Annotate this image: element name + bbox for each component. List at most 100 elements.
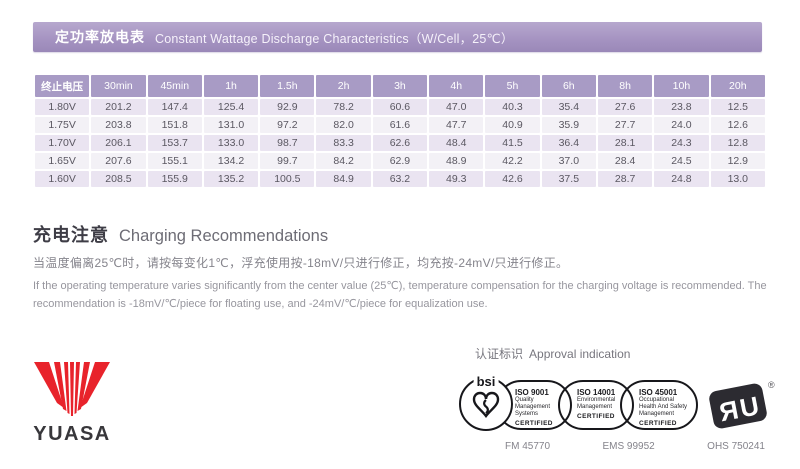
table-column-header: 3h — [372, 75, 428, 97]
table-column-header: 1h — [203, 75, 259, 97]
banner-title-cn: 定功率放电表 — [55, 29, 145, 45]
cert-title: ISO 45001 — [639, 388, 678, 397]
table-column-header: 20h — [710, 75, 765, 97]
table-cell-value: 63.2 — [372, 171, 428, 187]
table-cell-value: 60.6 — [372, 99, 428, 115]
table-cell-value: 92.9 — [260, 99, 315, 115]
table-cell-value: 62.6 — [372, 135, 428, 151]
table-cell-value: 125.4 — [203, 99, 259, 115]
approval-heading: 认证标识 Approval indication — [475, 345, 630, 362]
table-cell-value: 28.4 — [597, 153, 653, 169]
yuasa-fan-icon — [34, 362, 110, 416]
table-column-header: 1.5h — [260, 75, 315, 97]
table-row: 1.60V 208.5 155.9 135.2 100.5 84.9 63.2 49.3 42.… — [35, 171, 765, 187]
table-cell-value: 12.8 — [710, 135, 765, 151]
table-cell-value: 78.2 — [316, 99, 371, 115]
cert-number: FM 45770 — [505, 441, 551, 452]
cert-title: ISO 14001 — [577, 388, 616, 397]
table-cell-value: 24.3 — [654, 135, 709, 151]
table-cell-value: 203.8 — [91, 117, 146, 133]
table-cell-value: 35.9 — [541, 117, 596, 133]
table-cell-value: 42.6 — [485, 171, 540, 187]
table-cell-value: 134.2 — [203, 153, 259, 169]
table-cell-value: 27.6 — [597, 99, 653, 115]
section-banner-discharge: 定功率放电表 Constant Wattage Discharge Charac… — [33, 22, 762, 52]
table-cell-value: 37.0 — [541, 153, 596, 169]
cert-certified-label: CERTIFIED — [639, 420, 677, 427]
table-cell-value: 153.7 — [147, 135, 202, 151]
table-column-header: 30min — [91, 75, 146, 97]
table-cell-value: 41.5 — [485, 135, 540, 151]
charging-heading-cn: 充电注意 — [33, 225, 109, 245]
table-cell-value: 47.0 — [429, 99, 484, 115]
table-cell-voltage: 1.60V — [35, 171, 90, 187]
discharge-table: 终止电压 30min 45min 1h 1.5h 2h 3h 4h 5h 6h 8h 10h 20h 1… — [33, 73, 767, 189]
table-cell-value: 12.9 — [710, 153, 765, 169]
table-cell-value: 24.5 — [654, 153, 709, 169]
banner-title-en: Constant Wattage Discharge Characteristi… — [155, 31, 514, 46]
cert-certified-label: CERTIFIED — [515, 420, 553, 427]
approval-heading-en: Approval indication — [529, 347, 631, 361]
table-cell-value: 84.9 — [316, 171, 371, 187]
table-row: 1.75V 203.8 151.8 131.0 97.2 82.0 61.6 47.7 40.9… — [35, 117, 765, 133]
table-cell-value: 42.2 — [485, 153, 540, 169]
table-cell-value: 23.8 — [654, 99, 709, 115]
table-row: 1.70V 206.1 153.7 133.0 98.7 83.3 62.6 48.4 41.5… — [35, 135, 765, 151]
cert-badge: ISO 45001 Occupational Health And Safety … — [620, 380, 698, 430]
table-cell-value: 155.9 — [147, 171, 202, 187]
table-cell-value: 151.8 — [147, 117, 202, 133]
cert-number: OHS 750241 — [707, 441, 765, 452]
table-cell-voltage: 1.80V — [35, 99, 90, 115]
table-cell-value: 49.3 — [429, 171, 484, 187]
table-column-header: 6h — [541, 75, 596, 97]
cert-subtitle: Environmental Management — [577, 397, 616, 410]
table-cell-value: 48.9 — [429, 153, 484, 169]
table-cell-voltage: 1.65V — [35, 153, 90, 169]
charging-heading-en: Charging Recommendations — [119, 227, 329, 245]
table-cell-value: 40.3 — [485, 99, 540, 115]
table-row: 1.80V 201.2 147.4 125.4 92.9 78.2 60.6 47.0 40.3… — [35, 99, 765, 115]
table-cell-voltage: 1.70V — [35, 135, 90, 151]
table-cell-value: 28.7 — [597, 171, 653, 187]
ul-recognized-component-icon: R U ® — [709, 380, 775, 429]
table-cell-value: 12.6 — [710, 117, 765, 133]
table-cell-value: 135.2 — [203, 171, 259, 187]
svg-text:®: ® — [768, 380, 775, 390]
table-cell-value: 24.8 — [654, 171, 709, 187]
table-cell-voltage: 1.75V — [35, 117, 90, 133]
table-cell-value: 35.4 — [541, 99, 596, 115]
cert-certified-label: CERTIFIED — [577, 413, 615, 420]
bsi-logo: bsi — [459, 375, 513, 431]
bsi-logo-text: bsi — [473, 375, 499, 388]
table-column-header: 5h — [485, 75, 540, 97]
cert-subtitle: Occupational Health And Safety Managemen… — [639, 397, 688, 417]
certificate-numbers: FM 45770 EMS 99952 OHS 750241 — [505, 441, 765, 452]
table-column-header: 10h — [654, 75, 709, 97]
charging-heading: 充电注意 Charging Recommendations — [33, 221, 328, 247]
table-cell-value: 207.6 — [91, 153, 146, 169]
table-header-row: 终止电压 30min 45min 1h 1.5h 2h 3h 4h 5h 6h 8h 10h 20h — [35, 75, 765, 97]
yuasa-logo-text: YUASA — [33, 423, 111, 445]
table-cell-value: 133.0 — [203, 135, 259, 151]
table-cell-value: 62.9 — [372, 153, 428, 169]
charging-body-en: If the operating temperature varies sign… — [33, 280, 767, 310]
table-cell-value: 147.4 — [147, 99, 202, 115]
table-row: 1.65V 207.6 155.1 134.2 99.7 84.2 62.9 48.9 42.2… — [35, 153, 765, 169]
table-cell-value: 84.2 — [316, 153, 371, 169]
table-cell-value: 208.5 — [91, 171, 146, 187]
cert-number: EMS 99952 — [602, 441, 655, 452]
table-cell-value: 36.4 — [541, 135, 596, 151]
table-cell-value: 83.3 — [316, 135, 371, 151]
table-column-header: 终止电压 — [35, 75, 90, 97]
cert-subtitle: Quality Management Systems — [515, 397, 551, 417]
table-cell-value: 100.5 — [260, 171, 315, 187]
table-cell-value: 37.5 — [541, 171, 596, 187]
charging-body-cn: 当温度偏离25℃时，请按每变化1℃，浮充使用按-18mV/只进行修正，均充按-2… — [33, 256, 569, 270]
table-column-header: 4h — [429, 75, 484, 97]
table-cell-value: 206.1 — [91, 135, 146, 151]
table-cell-value: 28.1 — [597, 135, 653, 151]
table-cell-value: 61.6 — [372, 117, 428, 133]
table-cell-value: 40.9 — [485, 117, 540, 133]
table-cell-value: 97.2 — [260, 117, 315, 133]
table-cell-value: 27.7 — [597, 117, 653, 133]
